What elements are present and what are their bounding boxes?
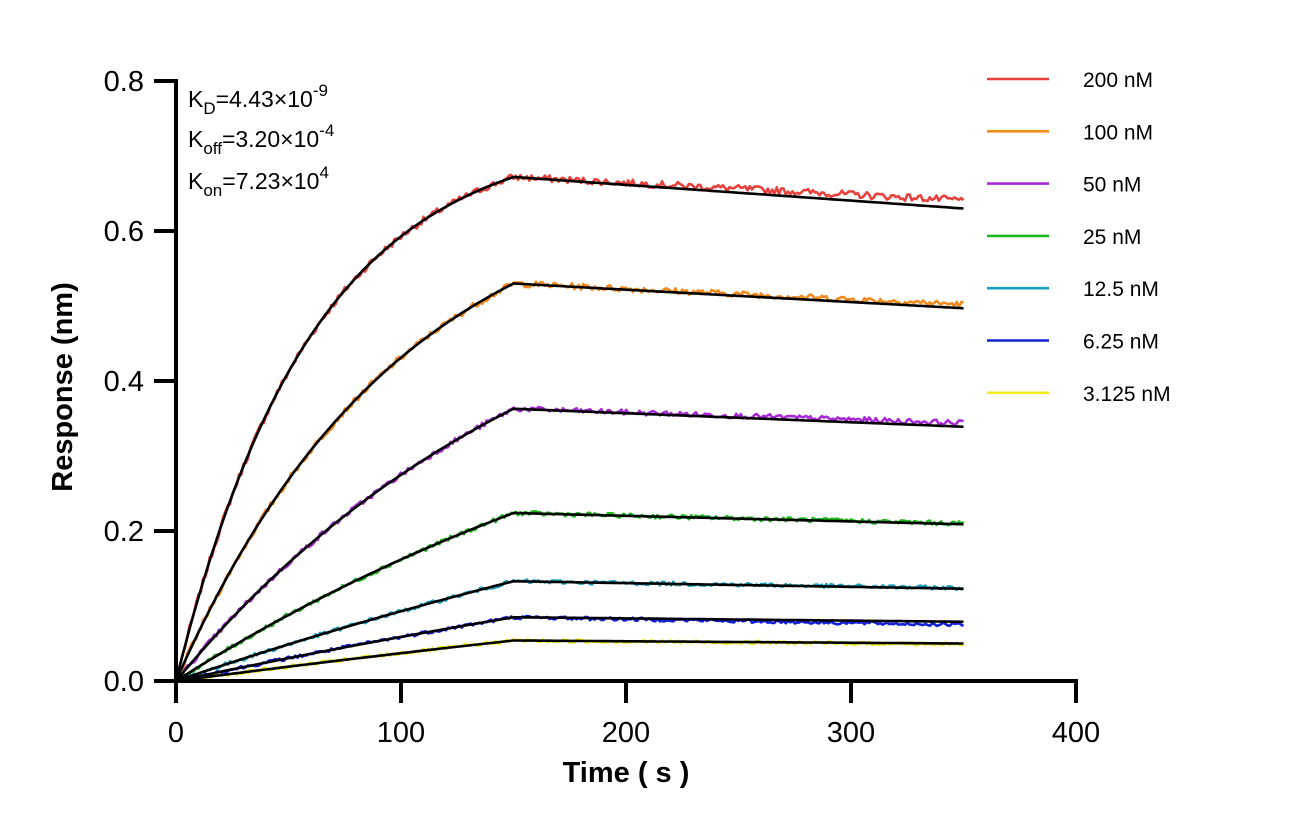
y-tick-label: 0.0 [104,666,144,698]
legend-label: 3.125 nM [1083,383,1171,406]
x-tick-label: 0 [168,717,184,749]
y-tick-label: 0.4 [104,366,144,398]
y-tick-label: 0.2 [104,516,144,548]
legend-label: 50 nM [1083,174,1141,197]
fit-100-nM [174,282,964,682]
axes: 0.0 0.2 0.4 0.6 0.8 0 100 200 300 400 Time ( s ) Re… [47,66,1100,789]
legend-label: 6.25 nM [1083,331,1159,354]
fit-50-nM [175,407,964,682]
legend-item: 200 nM [987,69,1153,92]
fit-3_125-nM [175,639,964,683]
legend-label: 100 nM [1083,121,1153,144]
legend-label: 12.5 nM [1083,278,1159,301]
x-tick-label: 100 [377,717,425,749]
legend-item: 3.125 nM [987,383,1171,406]
legend-label: 200 nM [1083,69,1153,92]
fit-6_25-nM [175,616,964,683]
constant-kon: Kon=7.23×104 [188,163,329,200]
legend-label: 25 nM [1083,226,1141,249]
y-tick-label: 0.8 [104,66,144,98]
constant-kd: KD=4.43×10-9 [188,81,328,118]
legend-item: 6.25 nM [987,331,1159,354]
trace-3_125-nM [175,637,964,683]
x-tick-label: 200 [602,717,650,749]
trace-6_25-nM [175,614,964,683]
y-axis-title: Response (nm) [47,282,79,491]
legend-item: 25 nM [987,226,1141,249]
legend-item: 50 nM [987,174,1141,197]
fit-200-nM [174,175,964,682]
trace-200-nM [174,173,965,682]
fit-25-nM [175,511,964,683]
constant-koff: Koff=3.20×10-4 [188,121,334,158]
x-axis-title: Time ( s ) [563,757,690,789]
x-tick-label: 300 [827,717,875,749]
y-tick-label: 0.6 [104,216,144,248]
legend: 200 nM 100 nM 50 nM 25 nM 12.5 nM 6.25 nM 3.12… [987,69,1171,406]
x-tick-label: 400 [1052,717,1100,749]
fit-12_5-nM [175,580,964,683]
legend-item: 100 nM [987,121,1153,144]
legend-item: 12.5 nM [987,278,1159,301]
data-traces [174,173,965,683]
